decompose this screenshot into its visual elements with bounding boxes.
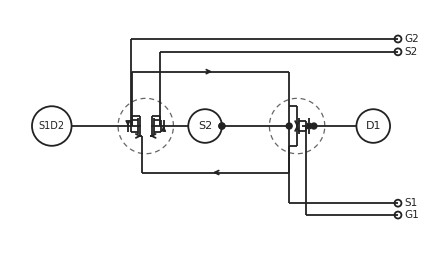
Text: S2: S2 bbox=[198, 121, 212, 131]
Text: S2: S2 bbox=[404, 47, 417, 57]
Text: G2: G2 bbox=[404, 34, 419, 44]
Text: D1: D1 bbox=[366, 121, 381, 131]
Text: S1: S1 bbox=[404, 198, 417, 208]
Circle shape bbox=[286, 123, 292, 129]
Text: S1D2: S1D2 bbox=[39, 121, 65, 131]
Text: G1: G1 bbox=[404, 210, 419, 220]
Circle shape bbox=[219, 123, 225, 129]
Circle shape bbox=[311, 123, 317, 129]
Circle shape bbox=[219, 123, 225, 129]
